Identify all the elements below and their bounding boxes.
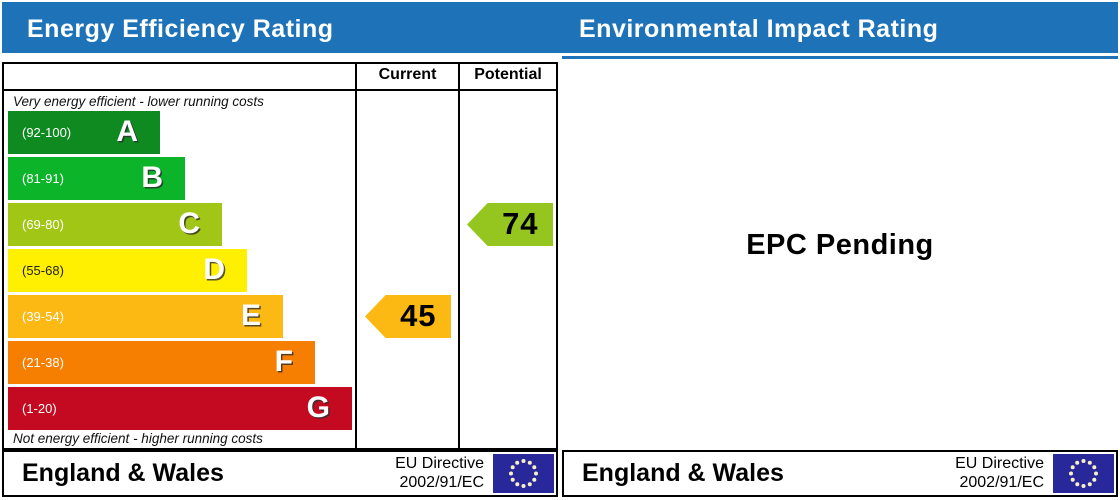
band-range-label: (55-68) [22, 263, 64, 278]
band-F: (21-38) F [8, 341, 315, 384]
band-D: (55-68) D [8, 249, 247, 292]
table-header-rule [4, 89, 556, 91]
current-rating-value: 45 [400, 298, 437, 333]
band-B: (81-91) B [8, 157, 185, 200]
band-range-label: (69-80) [22, 217, 64, 232]
eu-flag-icon [493, 454, 554, 493]
potential-column-header: Potential [474, 66, 542, 83]
band-E: (39-54) E [8, 295, 283, 338]
current-column-header: Current [378, 66, 437, 83]
eu-directive-label: EU Directive 2002/91/EC [955, 455, 1044, 493]
current-column-divider [355, 64, 357, 448]
eu-directive-line1: EU Directive [395, 455, 484, 472]
band-range-label: (21-38) [22, 355, 64, 370]
band-letter: F [274, 345, 293, 378]
bottom-caption: Not energy efficient - higher running co… [13, 431, 263, 446]
current-rating-arrow: 45 [365, 295, 451, 338]
band-letter: G [306, 391, 330, 424]
epc-pending-status: EPC Pending [746, 229, 934, 261]
band-A: (92-100) A [8, 111, 160, 154]
footer-left: England & Wales EU Directive 2002/91/EC [2, 450, 558, 497]
environmental-impact-title: Environmental Impact Rating [579, 15, 939, 43]
energy-efficiency-title: Energy Efficiency Rating [27, 15, 334, 43]
band-G: (1-20) G [8, 387, 352, 430]
band-letter: D [203, 253, 225, 286]
eu-flag-icon [1053, 454, 1114, 493]
potential-rating-arrow: 74 [467, 203, 553, 246]
energy-efficiency-chart: Current Potential Very energy efficient … [2, 62, 558, 450]
header-bar: Energy Efficiency Rating Environmental I… [2, 2, 1118, 53]
region-label: England & Wales [582, 459, 784, 487]
band-letter: A [116, 115, 138, 148]
potential-column-divider [458, 64, 460, 448]
eu-directive-line2: 2002/91/EC [399, 473, 484, 491]
eu-directive-label: EU Directive 2002/91/EC [395, 455, 484, 493]
band-letter: B [141, 161, 163, 194]
band-range-label: (39-54) [22, 309, 64, 324]
eu-directive-line1: EU Directive [955, 455, 1044, 472]
footer-right: England & Wales EU Directive 2002/91/EC [562, 450, 1118, 497]
band-letter: C [178, 207, 200, 240]
right-panel-topline [562, 56, 1118, 59]
eu-directive-line2: 2002/91/EC [959, 473, 1044, 491]
potential-rating-value: 74 [502, 206, 539, 241]
band-range-label: (92-100) [22, 125, 72, 140]
band-C: (69-80) C [8, 203, 222, 246]
region-label: England & Wales [22, 459, 224, 487]
band-range-label: (1-20) [22, 401, 57, 416]
band-letter: E [240, 299, 261, 332]
band-range-label: (81-91) [22, 171, 64, 186]
top-caption: Very energy efficient - lower running co… [13, 94, 264, 109]
